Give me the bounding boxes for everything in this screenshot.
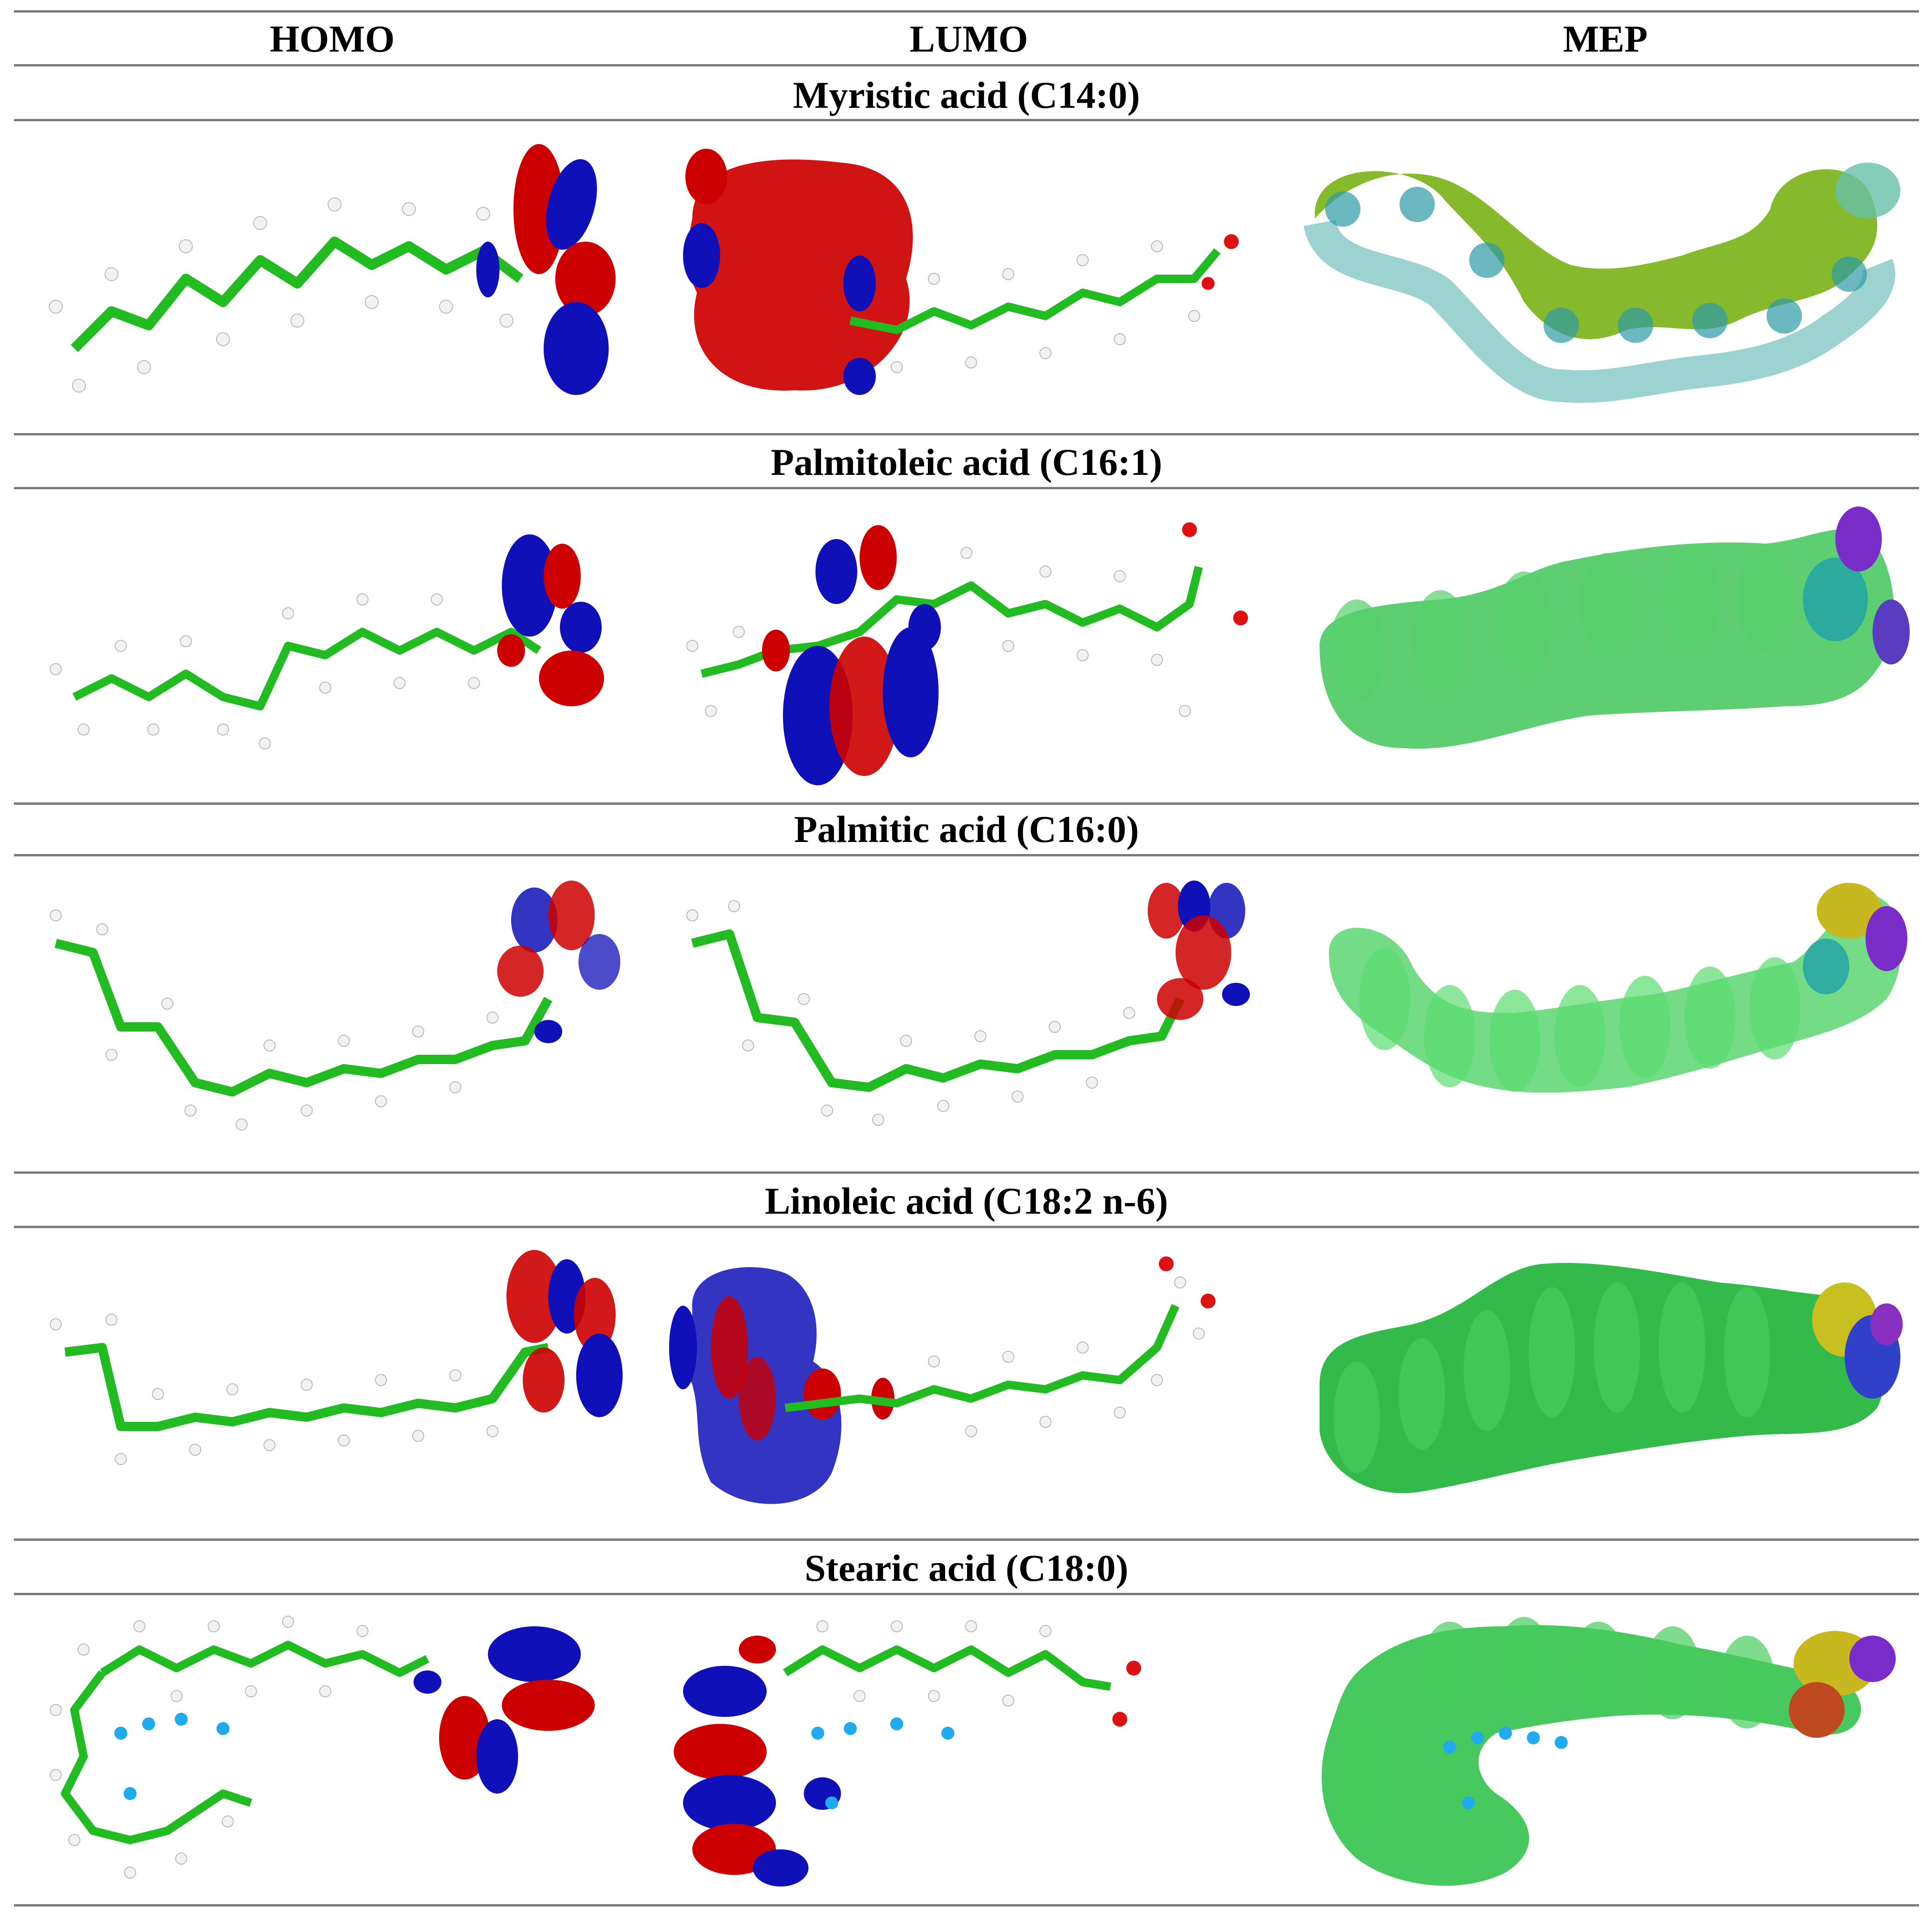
- header-rule: [14, 64, 1919, 66]
- row-rule: [14, 433, 1919, 435]
- homo-image-myristic: [28, 125, 641, 427]
- row-title-stearic: Stearic acid (C18:0): [14, 1545, 1919, 1591]
- row-title-palmitic: Palmitic acid (C16:0): [14, 806, 1919, 853]
- row-rule: [14, 119, 1919, 121]
- row-title-palmitoleic: Palmitoleic acid (C16:1): [14, 439, 1919, 486]
- row-rule: [14, 1226, 1919, 1228]
- homo-image-stearic: [28, 1598, 641, 1896]
- lumo-image-palmitoleic: [664, 493, 1278, 795]
- row-rule: [14, 487, 1919, 489]
- lumo-image-myristic: [664, 125, 1278, 427]
- row-title-linoleic: Linoleic acid (C18:2 n-6): [14, 1178, 1919, 1224]
- column-header-lumo: LUMO: [651, 16, 1287, 62]
- row-rule: [14, 854, 1919, 856]
- column-header-mep: MEP: [1287, 16, 1924, 62]
- mep-image-palmitic: [1301, 860, 1914, 1162]
- row-rule: [14, 1171, 1919, 1174]
- table-top-rule: [14, 10, 1919, 13]
- mep-image-stearic: [1301, 1598, 1914, 1896]
- table-bottom-rule: [14, 1904, 1919, 1906]
- mep-image-linoleic: [1301, 1231, 1914, 1533]
- homo-image-palmitic: [28, 860, 641, 1162]
- row-rule: [14, 1538, 1919, 1541]
- lumo-image-palmitic: [664, 860, 1278, 1162]
- mep-image-myristic: [1301, 125, 1914, 427]
- column-header-homo: HOMO: [14, 16, 651, 62]
- mep-image-palmitoleic: [1301, 493, 1914, 795]
- lumo-image-stearic: [664, 1598, 1278, 1896]
- homo-image-palmitoleic: [28, 493, 641, 795]
- lumo-image-linoleic: [664, 1231, 1278, 1533]
- row-rule: [14, 1593, 1919, 1595]
- homo-image-linoleic: [28, 1231, 641, 1533]
- row-title-myristic: Myristic acid (C14:0): [14, 72, 1919, 118]
- row-rule: [14, 802, 1919, 805]
